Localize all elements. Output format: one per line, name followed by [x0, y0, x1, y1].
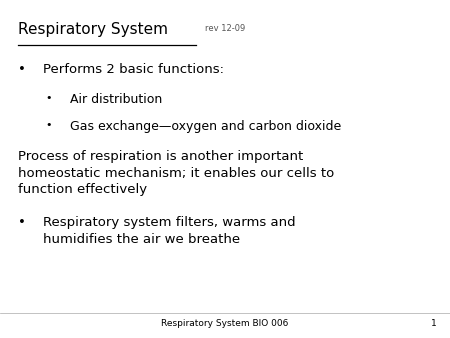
Text: •: • — [45, 93, 51, 103]
Text: Air distribution: Air distribution — [70, 93, 162, 106]
Text: Respiratory system filters, warms and
humidifies the air we breathe: Respiratory system filters, warms and hu… — [43, 216, 295, 246]
Text: 1: 1 — [431, 319, 436, 329]
Text: Performs 2 basic functions:: Performs 2 basic functions: — [43, 63, 224, 75]
Text: •: • — [18, 63, 26, 75]
Text: rev 12-09: rev 12-09 — [205, 24, 245, 33]
Text: Gas exchange—oxygen and carbon dioxide: Gas exchange—oxygen and carbon dioxide — [70, 120, 341, 133]
Text: •: • — [18, 216, 26, 229]
Text: •: • — [45, 120, 51, 130]
Text: Respiratory System BIO 006: Respiratory System BIO 006 — [161, 319, 289, 329]
Text: Respiratory System: Respiratory System — [18, 22, 168, 37]
Text: Process of respiration is another important
homeostatic mechanism; it enables ou: Process of respiration is another import… — [18, 150, 334, 196]
